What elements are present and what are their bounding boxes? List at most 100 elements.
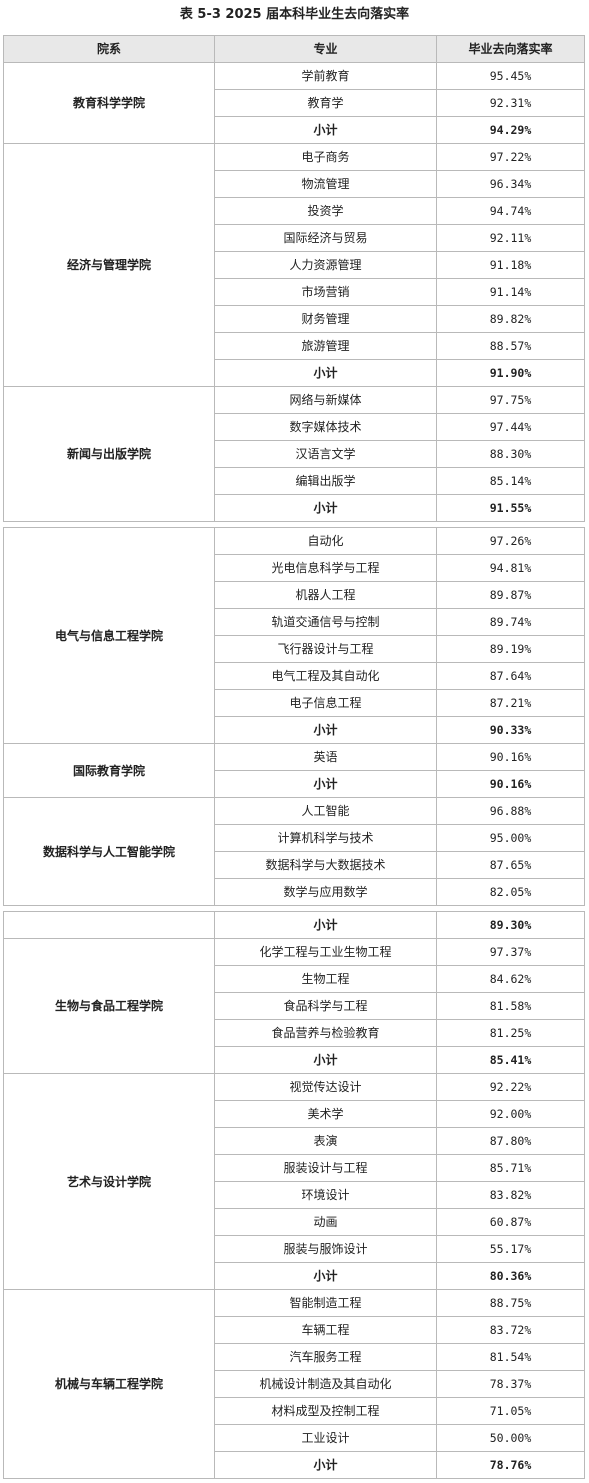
table-row: 投资学 94.74% xyxy=(4,197,585,225)
major-rate: 89.82% xyxy=(436,305,585,333)
major-rate: 60.87% xyxy=(436,1208,585,1236)
major-name: 服装设计与工程 xyxy=(214,1154,437,1182)
major-rate: 89.19% xyxy=(436,635,585,663)
table-row: 食品科学与工程 81.58% xyxy=(4,992,585,1020)
subtotal-label: 小计 xyxy=(214,770,437,798)
major-rate: 88.30% xyxy=(436,440,585,468)
table-row: 计算机科学与技术 95.00% xyxy=(4,824,585,852)
table-row: 光电信息科学与工程 94.81% xyxy=(4,554,585,582)
major-name: 国际经济与贸易 xyxy=(214,224,437,252)
major-rate: 92.11% xyxy=(436,224,585,252)
table-row: 飞行器设计与工程 89.19% xyxy=(4,635,585,663)
major-name: 电气工程及其自动化 xyxy=(214,662,437,690)
major-rate: 96.88% xyxy=(436,797,585,825)
major-rate: 88.75% xyxy=(436,1289,585,1317)
major-rate: 83.82% xyxy=(436,1181,585,1209)
table-row: 数据科学与人工智能学院 人工智能 96.88% xyxy=(3,797,585,906)
subtotal-label: 小计 xyxy=(214,116,437,144)
college-name-empty xyxy=(3,911,215,939)
college-name: 电气与信息工程学院 xyxy=(3,527,215,744)
major-rate: 87.80% xyxy=(436,1127,585,1155)
major-rate: 88.57% xyxy=(436,332,585,360)
major-name: 编辑出版学 xyxy=(214,467,437,495)
subtotal-label: 小计 xyxy=(214,359,437,387)
major-rate: 90.16% xyxy=(436,743,585,771)
major-name: 机械设计制造及其自动化 xyxy=(214,1370,437,1398)
subtotal-row: 小计 91.55% xyxy=(4,494,585,522)
major-rate: 91.14% xyxy=(436,278,585,306)
major-name: 网络与新媒体 xyxy=(214,386,437,414)
table-row: 教育科学学院 学前教育 95.45% xyxy=(3,62,585,144)
subtotal-rate: 91.55% xyxy=(436,494,585,522)
table-row: 艺术与设计学院 视觉传达设计 92.22% xyxy=(3,1073,585,1290)
major-name: 工业设计 xyxy=(214,1424,437,1452)
major-name: 车辆工程 xyxy=(214,1316,437,1344)
subtotal-rate: 85.41% xyxy=(436,1046,585,1074)
major-rate: 89.87% xyxy=(436,581,585,609)
college-name: 新闻与出版学院 xyxy=(3,386,215,522)
table-row: 电气与信息工程学院 自动化 97.26% xyxy=(3,527,585,744)
header-college: 院系 xyxy=(3,35,215,63)
table-row: 生物工程 84.62% xyxy=(4,965,585,993)
subtotal-label: 小计 xyxy=(214,1262,437,1290)
subtotal-rate: 78.76% xyxy=(436,1451,585,1479)
major-rate: 89.74% xyxy=(436,608,585,636)
college-name: 教育科学学院 xyxy=(3,62,215,144)
major-name: 市场营销 xyxy=(214,278,437,306)
table-header-row: 院系 专业 毕业去向落实率 xyxy=(3,35,585,63)
major-name: 动画 xyxy=(214,1208,437,1236)
major-rate: 87.21% xyxy=(436,689,585,717)
table-row: 食品营养与检验教育 81.25% xyxy=(4,1019,585,1047)
table-row: 新闻与出版学院 网络与新媒体 97.75% xyxy=(3,386,585,522)
table-row: 物流管理 96.34% xyxy=(4,170,585,198)
major-name: 表演 xyxy=(214,1127,437,1155)
major-name: 数字媒体技术 xyxy=(214,413,437,441)
major-name: 视觉传达设计 xyxy=(214,1073,437,1101)
major-rate: 81.58% xyxy=(436,992,585,1020)
major-rate: 95.00% xyxy=(436,824,585,852)
table-row: 汽车服务工程 81.54% xyxy=(4,1343,585,1371)
major-name: 生物工程 xyxy=(214,965,437,993)
major-name: 旅游管理 xyxy=(214,332,437,360)
subtotal-label: 小计 xyxy=(214,1451,437,1479)
major-rate: 71.05% xyxy=(436,1397,585,1425)
major-rate: 95.45% xyxy=(436,62,585,90)
table-row: 数字媒体技术 97.44% xyxy=(4,413,585,441)
major-name: 材料成型及控制工程 xyxy=(214,1397,437,1425)
major-rate: 85.71% xyxy=(436,1154,585,1182)
table-row: 国际教育学院 英语 90.16% xyxy=(3,743,585,798)
table-row: 财务管理 89.82% xyxy=(4,305,585,333)
major-name: 食品科学与工程 xyxy=(214,992,437,1020)
major-name: 飞行器设计与工程 xyxy=(214,635,437,663)
subtotal-rate: 90.33% xyxy=(436,716,585,744)
table-row: 旅游管理 88.57% xyxy=(4,332,585,360)
major-rate: 78.37% xyxy=(436,1370,585,1398)
table-row: 汉语言文学 88.30% xyxy=(4,440,585,468)
major-name: 计算机科学与技术 xyxy=(214,824,437,852)
major-name: 食品营养与检验教育 xyxy=(214,1019,437,1047)
subtotal-rate: 91.90% xyxy=(436,359,585,387)
college-name: 经济与管理学院 xyxy=(3,143,215,387)
table-row: 编辑出版学 85.14% xyxy=(4,467,585,495)
major-rate: 50.00% xyxy=(436,1424,585,1452)
major-rate: 94.81% xyxy=(436,554,585,582)
table-row: 美术学 92.00% xyxy=(4,1100,585,1128)
major-name: 智能制造工程 xyxy=(214,1289,437,1317)
major-rate: 97.44% xyxy=(436,413,585,441)
subtotal-label: 小计 xyxy=(214,716,437,744)
major-rate: 92.31% xyxy=(436,89,585,117)
major-rate: 87.64% xyxy=(436,662,585,690)
major-rate: 97.37% xyxy=(436,938,585,966)
subtotal-row: 小计 89.30% xyxy=(3,911,585,939)
major-rate: 91.18% xyxy=(436,251,585,279)
major-name: 学前教育 xyxy=(214,62,437,90)
subtotal-label: 小计 xyxy=(214,911,437,939)
major-name: 教育学 xyxy=(214,89,437,117)
subtotal-rate: 80.36% xyxy=(436,1262,585,1290)
major-rate: 97.75% xyxy=(436,386,585,414)
major-rate: 55.17% xyxy=(436,1235,585,1263)
table-row: 材料成型及控制工程 71.05% xyxy=(4,1397,585,1425)
major-name: 电子信息工程 xyxy=(214,689,437,717)
major-rate: 81.54% xyxy=(436,1343,585,1371)
major-rate: 97.26% xyxy=(436,527,585,555)
